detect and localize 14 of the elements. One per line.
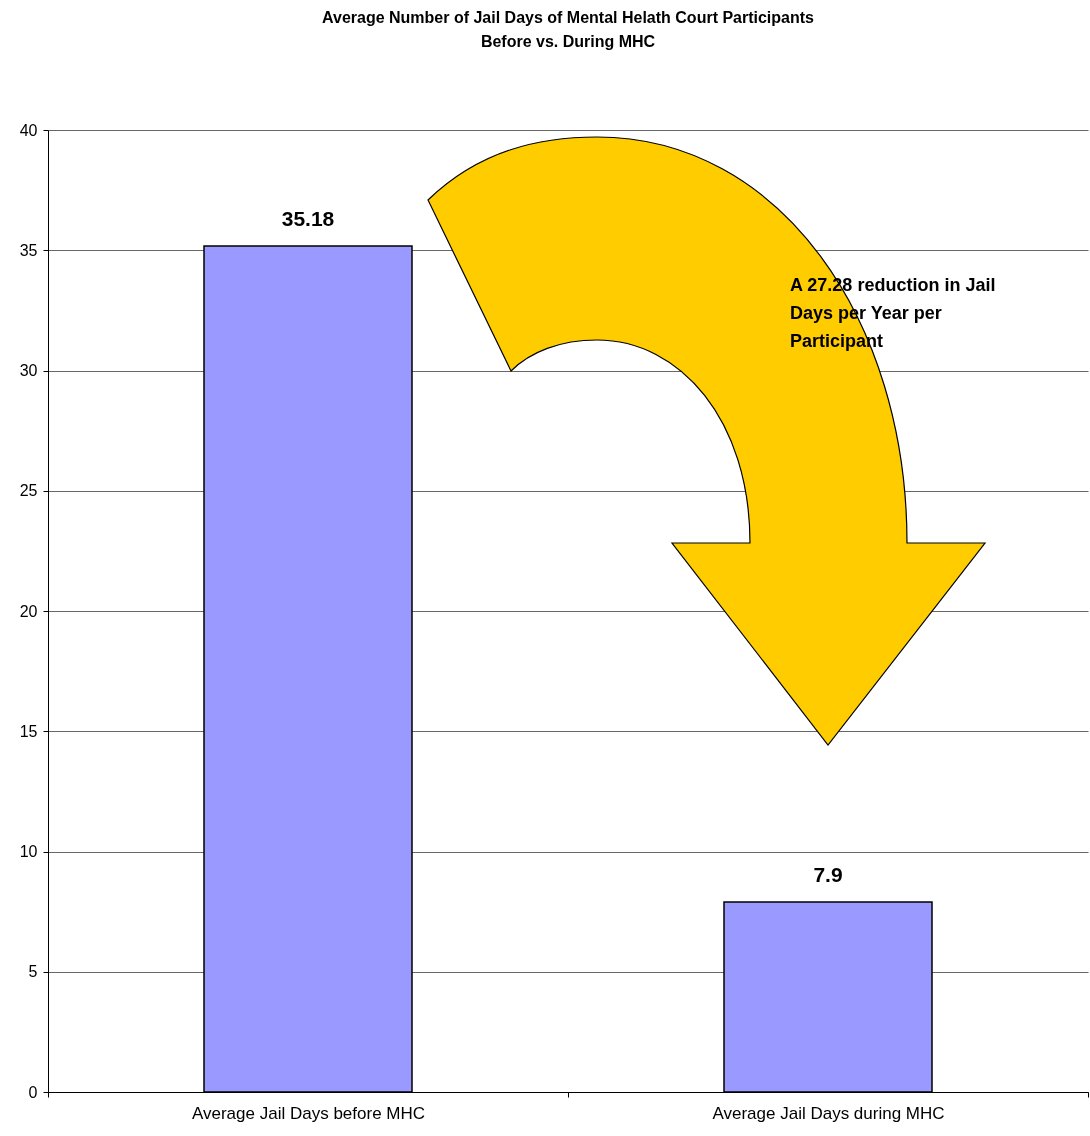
y-tick-label: 0 [28, 1083, 38, 1101]
data-label: 35.18 [281, 206, 335, 230]
y-tick-label: 5 [28, 963, 38, 981]
y-tick-label: 10 [19, 843, 38, 860]
chart-title: Average Number of Jail Days of Mental Helath Court Participants Before vs. During MHC [322, 9, 815, 50]
y-tick-label: 30 [19, 362, 38, 379]
x-tick-label: Average Jail Days during MHC [712, 1103, 945, 1123]
data-label: 7.9 [813, 863, 843, 887]
y-tick-label: 25 [19, 482, 38, 500]
y-tick-label: 20 [19, 602, 38, 620]
y-tick-label: 35 [19, 241, 38, 259]
y-tick-label: 40 [19, 121, 38, 139]
y-tick-label: 15 [19, 722, 38, 740]
x-tick-label: Average Jail Days before MHC [191, 1103, 426, 1123]
